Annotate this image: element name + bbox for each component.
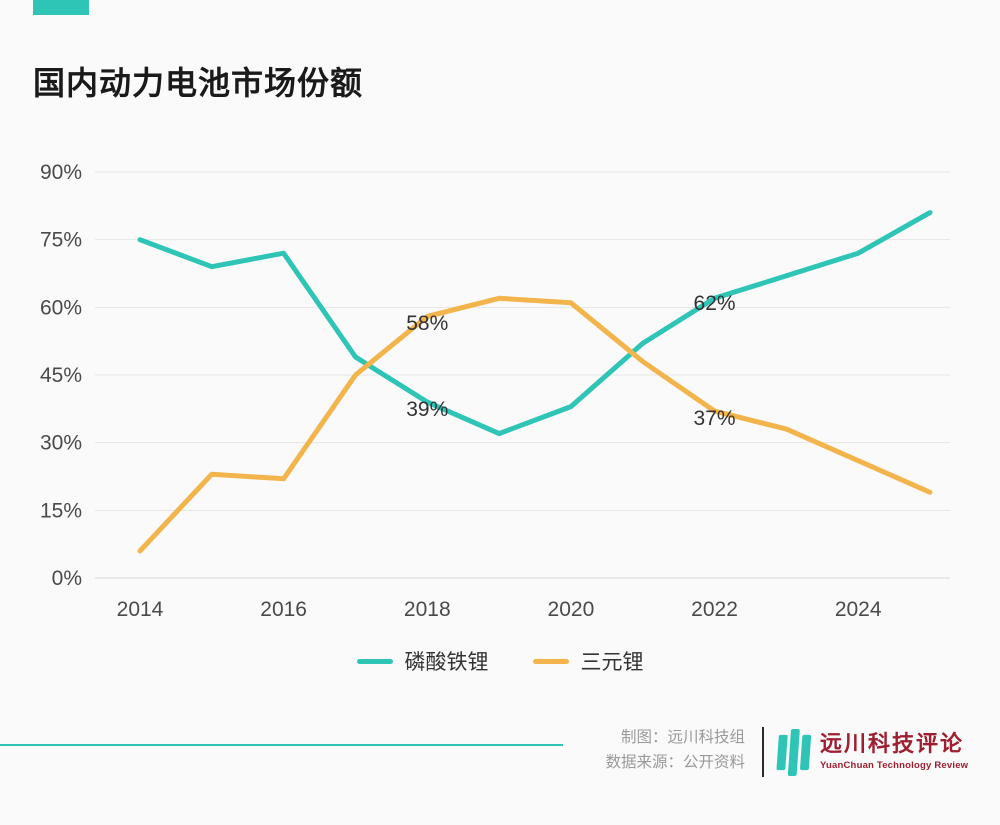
y-axis-tick-label: 90% <box>40 161 82 184</box>
credit-author: 制图：远川科技组 <box>620 729 745 746</box>
y-axis-tick-label: 30% <box>40 432 82 455</box>
y-axis-tick-label: 0% <box>52 567 82 590</box>
data-label: 62% <box>694 292 736 315</box>
data-label: 37% <box>694 407 736 430</box>
y-axis-tick-label: 45% <box>40 364 82 387</box>
data-label: 58% <box>406 312 448 335</box>
yuanchuan-logo-icon <box>775 729 813 776</box>
x-axis-tick-label: 2020 <box>548 598 595 621</box>
legend-label-lfp: 磷酸铁锂 <box>404 651 489 674</box>
chart-legend: 磷酸铁锂 三元锂 <box>0 646 1000 676</box>
data-label: 39% <box>406 398 448 421</box>
credit-source: 数据来源：公开资料 <box>605 754 745 771</box>
logo-name-cn: 远川科技评论 <box>820 731 965 756</box>
ternary-line-swatch <box>532 658 569 664</box>
footer-divider <box>762 727 764 777</box>
legend-item-lfp: 磷酸铁锂 <box>356 646 489 676</box>
accent-block <box>33 0 89 15</box>
page-title: 国内动力电池市场份额 <box>33 65 364 101</box>
y-axis-tick-label: 75% <box>40 229 82 252</box>
series-line-1 <box>137 295 933 554</box>
y-axis-tick-label: 60% <box>40 296 82 319</box>
footer-accent-line <box>0 744 563 746</box>
series-line-0 <box>137 210 933 437</box>
x-axis-tick-label: 2014 <box>117 598 164 621</box>
line-chart: 0% 15% 30% 45% 60% 75% 90% 2014 2016 2018 2020 2022… <box>40 161 950 621</box>
logo-text: 远川科技评论 YuanChuan Technology Review <box>820 731 990 771</box>
legend-label-ternary: 三元锂 <box>580 651 644 674</box>
logo-name-en: YuanChuan Technology Review <box>820 760 969 771</box>
x-axis-tick-label: 2016 <box>260 598 307 621</box>
logo-bars-icon <box>776 729 812 776</box>
lfp-line-swatch <box>356 658 393 664</box>
footer-credits: 制图：远川科技组 数据来源：公开资料 <box>605 725 745 775</box>
x-axis-tick-label: 2018 <box>404 598 451 621</box>
x-axis-tick-label: 2024 <box>835 598 882 621</box>
legend-item-ternary: 三元锂 <box>532 646 644 676</box>
x-axis-tick-label: 2022 <box>691 598 738 621</box>
y-axis-tick-label: 15% <box>40 499 82 522</box>
